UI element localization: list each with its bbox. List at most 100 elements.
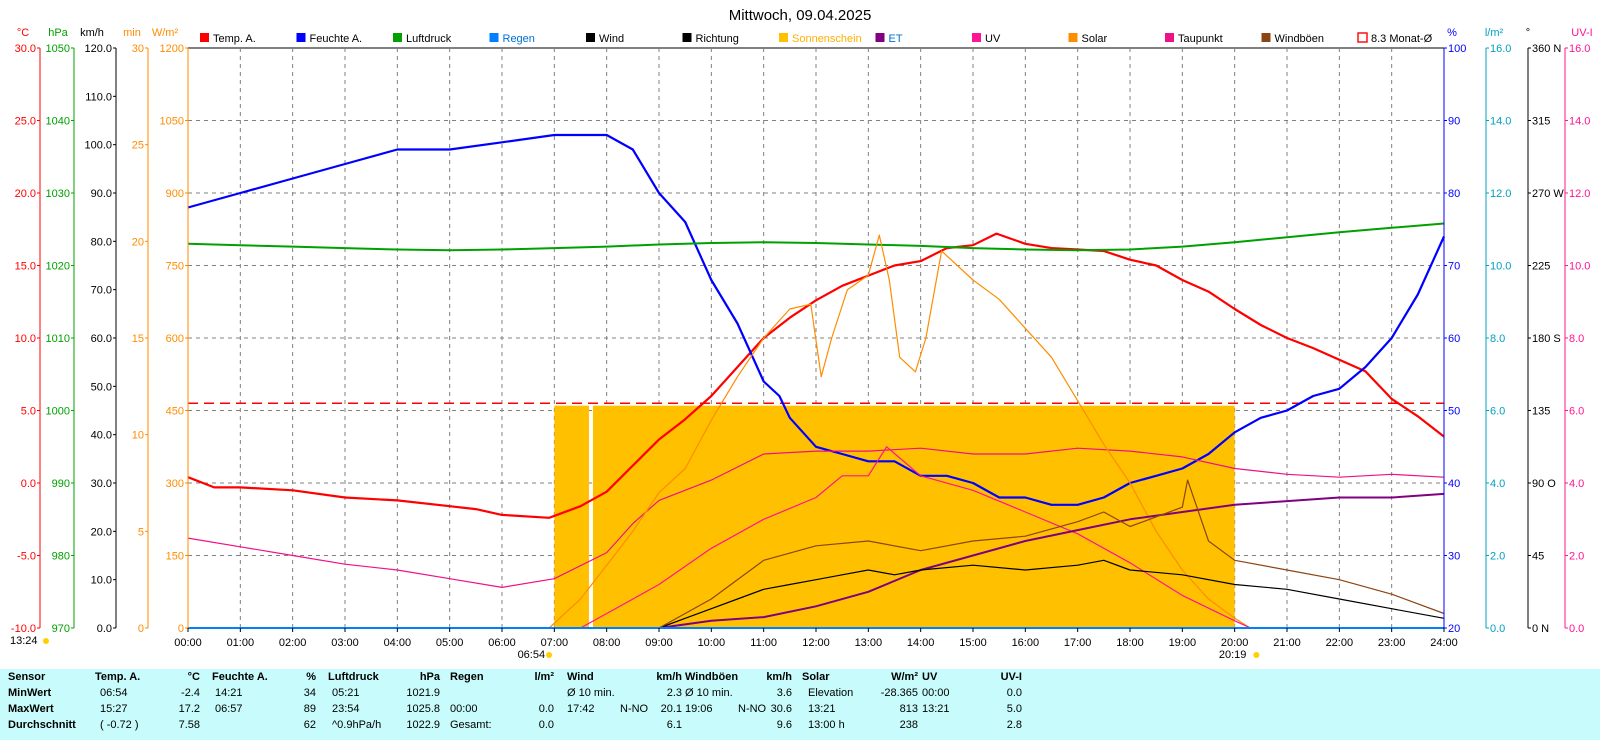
legend-label: Taupunkt [1178,33,1223,45]
axis-unit-label: min [123,27,141,39]
series-line-et [188,492,1445,629]
time-tick-label: 02:00 [279,637,307,649]
time-tick-label: 03:00 [331,637,359,649]
temp-tick-label: 15.0 [15,261,36,273]
stats-row-label: MinWert [8,687,52,699]
solar-tick-label: 1200 [160,43,184,55]
stats-wind-direction: N-NO [620,703,649,715]
rain-tick-label: 12.0 [1490,188,1511,200]
solar-tick-label: 150 [166,551,184,563]
legend-label: Temp. A. [213,33,256,45]
sunshine-bar [554,405,589,628]
time-tick-label: 04:00 [384,637,412,649]
wind-tick-label: 10.0 [91,575,112,587]
legend-label: Regen [503,33,535,45]
rain-tick-label: 4.0 [1490,478,1505,490]
rain-tick-label: 8.0 [1490,333,1505,345]
series-line-solar [548,234,1251,629]
stats-wind-value: 20.1 [660,703,682,715]
axis-unit-label: % [1447,27,1457,39]
humidity-tick-label: 30 [1448,551,1460,563]
series-line-wind [658,559,1445,629]
uv-tick-label: 10.0 [1569,261,1590,273]
axis-unit-label: l/m² [1485,27,1504,39]
series-line-temp-a- [187,232,1445,519]
statistics-panel: Sensor Temp. A. °C Feuchte A.% Luftdruck hPa R… [0,669,1600,740]
stats-rain-time: 00:00 [450,703,478,715]
stats-header-uv-unit: UV-I [1000,671,1022,683]
solar-tick-label: 900 [166,188,184,200]
stats-header-temp: Temp. A. [95,671,141,683]
time-tick-label: 15:00 [959,637,987,649]
uv-tick-label: 8.0 [1569,333,1584,345]
time-tick-label: 08:00 [593,637,621,649]
moonrise-time: 13:24 [10,635,38,647]
stats-header-temp-unit: °C [187,671,200,683]
time-tick-label: 12:00 [802,637,830,649]
wind-tick-label: 30.0 [91,478,112,490]
stats-row-label: MaxWert [8,703,54,715]
stats-temp-time: 15:27 [100,703,128,715]
direction-tick-label: 360 N [1532,43,1561,55]
legend-swatch-icon [682,33,692,42]
time-tick-label: 18:00 [1116,637,1144,649]
wind-tick-label: 40.0 [91,430,112,442]
sunshine-tick-label: 10 [132,430,144,442]
direction-tick-label: 315 [1532,116,1550,128]
series-line-taupunkt [187,447,1445,589]
humidity-tick-label: 20 [1448,623,1460,635]
stats-humidity-value: 89 [303,703,316,715]
legend-label: Luftdruck [406,33,452,45]
temp-tick-label: 30.0 [15,43,36,55]
stats-solar-time: 13:21 [808,703,836,715]
time-tick-label: 05:00 [436,637,464,649]
uv-tick-label: 14.0 [1569,116,1590,128]
stats-pressure-value: 1022.9 [406,719,440,731]
legend-swatch-icon [296,33,306,42]
time-axis: 00:00 01:00 02:00 03:00 04:00 05:00 06:00 07:00… [174,628,1458,649]
stats-header-sensor: Sensor [8,671,46,683]
stats-temp-value: -2.4 [181,687,200,699]
stats-humidity-time: 14:21 [215,687,243,699]
stats-humidity-value: 62 [303,719,316,731]
sunshine-tick-label: 15 [132,333,144,345]
stats-wind-value: 6.1 [666,719,682,731]
direction-tick-label: 135 [1532,406,1550,418]
humidity-tick-label: 60 [1448,333,1460,345]
axis-unit-label: ° [1526,27,1530,39]
stats-temp-value: 17.2 [178,703,200,715]
stats-solar-value: 238 [899,719,918,731]
stats-solar-time: 13:00 h [808,719,845,731]
legend-swatch-icon [200,33,209,42]
time-tick-label: 11:00 [750,637,777,649]
left-axes: 30.025.020.015.010.05.00.0-5.0-10.010501… [11,43,189,635]
rain-tick-label: 0.0 [1490,623,1505,635]
stats-pressure-value: 1021.9 [406,687,440,699]
stats-pressure-value: 1025.8 [406,703,440,715]
stats-header-pressure: Luftdruck [328,671,379,683]
humidity-tick-label: 50 [1448,406,1460,418]
pressure-tick-label: 1000 [46,406,70,418]
wind-tick-label: 100.0 [84,140,112,152]
wind-tick-label: 110.0 [85,91,112,103]
legend-label: Feuchte A. [310,33,363,45]
solar-tick-label: 450 [166,406,184,418]
sunrise-icon [546,652,553,658]
pressure-tick-label: 980 [52,551,70,563]
stats-uv-value: 5.0 [1006,703,1022,715]
stats-wind-value: 2.3 [666,687,682,699]
temp-tick-label: -5.0 [17,551,36,563]
time-tick-label: 13:00 [855,637,883,649]
sunshine-tick-label: 0 [138,623,144,635]
legend-label: 8.3 Monat-Ø [1371,33,1433,45]
legend-swatch-icon [875,33,885,42]
time-tick-label: 22:00 [1326,637,1354,649]
stats-humidity-value: 34 [303,687,316,699]
legend-swatch-icon [489,33,499,42]
stats-pressure-time: 05:21 [332,687,360,699]
uv-tick-label: 4.0 [1569,478,1584,490]
pressure-tick-label: 1010 [46,333,70,345]
direction-tick-label: 225 [1532,261,1550,273]
axis-unit-label: UV-I [1571,27,1592,39]
stats-header-gust: Windböen [685,671,739,683]
